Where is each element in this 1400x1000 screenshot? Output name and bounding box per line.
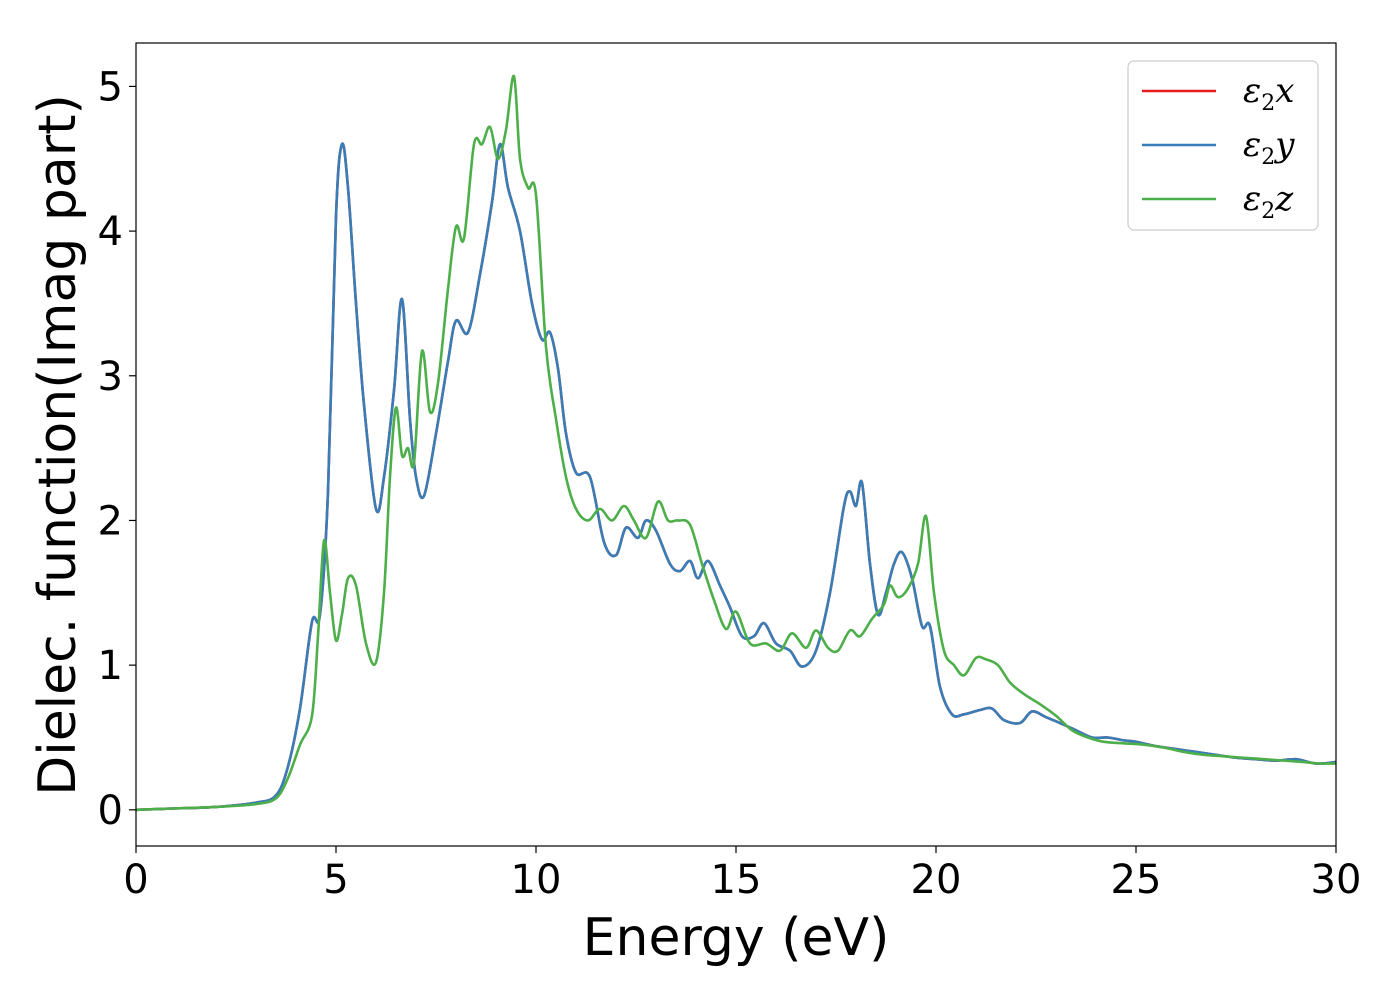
x-tick-label: 25 xyxy=(1111,857,1162,903)
legend-label: ε2x xyxy=(1243,71,1294,116)
x-tick-label: 15 xyxy=(711,857,762,903)
legend-box xyxy=(1127,60,1319,231)
y-tick-label: 2 xyxy=(98,498,123,544)
y-axis-label: Dielec. function(Imag part) xyxy=(28,94,88,796)
y-tick-label: 4 xyxy=(98,209,123,255)
series-layer xyxy=(136,74,1336,812)
x-tick-label: 5 xyxy=(323,857,348,903)
legend-label: ε2y xyxy=(1243,125,1295,170)
y-tick-label: 1 xyxy=(98,643,123,689)
series-line-2 xyxy=(136,142,1336,812)
y-tick-label: 5 xyxy=(98,64,123,110)
x-tick-label: 10 xyxy=(511,857,562,903)
y-axis-ticks: 0 1 2 3 4 5 xyxy=(98,64,136,834)
x-tick-label: 0 xyxy=(123,857,148,903)
x-tick-label: 20 xyxy=(911,857,962,903)
x-tick-label: 30 xyxy=(1311,857,1362,903)
x-axis-label: Energy (eV) xyxy=(583,908,890,968)
y-tick-label: 3 xyxy=(98,354,123,400)
legend-label: ε2z xyxy=(1243,179,1294,224)
y-tick-label: 0 xyxy=(98,788,123,834)
x-axis-ticks: 0 5 10 15 20 25 30 xyxy=(123,846,1361,903)
legend: ε2x ε2y ε2z xyxy=(1127,60,1319,231)
series-line-3 xyxy=(136,74,1336,812)
